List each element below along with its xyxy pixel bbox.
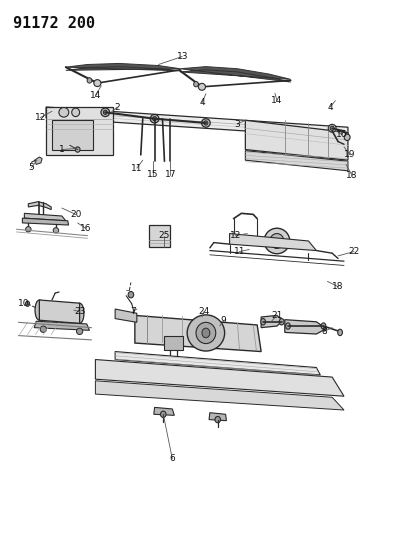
Ellipse shape bbox=[202, 119, 210, 127]
Ellipse shape bbox=[26, 227, 31, 232]
Text: 21: 21 bbox=[271, 311, 283, 320]
Polygon shape bbox=[154, 407, 174, 415]
Polygon shape bbox=[34, 321, 89, 330]
Ellipse shape bbox=[72, 108, 80, 117]
Polygon shape bbox=[261, 316, 283, 328]
Text: 4: 4 bbox=[199, 98, 205, 107]
Polygon shape bbox=[285, 320, 326, 334]
Text: 22: 22 bbox=[348, 247, 360, 256]
Ellipse shape bbox=[103, 110, 107, 115]
Text: 15: 15 bbox=[147, 170, 158, 179]
Text: 18: 18 bbox=[332, 282, 344, 291]
Ellipse shape bbox=[261, 319, 265, 325]
Polygon shape bbox=[209, 413, 227, 421]
Ellipse shape bbox=[270, 233, 284, 248]
Text: 1: 1 bbox=[59, 145, 65, 154]
Ellipse shape bbox=[328, 124, 336, 132]
Bar bbox=[164, 336, 183, 351]
Text: 4: 4 bbox=[327, 102, 333, 111]
Ellipse shape bbox=[75, 303, 84, 324]
Polygon shape bbox=[23, 218, 69, 225]
Text: 3: 3 bbox=[234, 119, 240, 128]
Text: 11: 11 bbox=[131, 164, 143, 173]
Text: 2: 2 bbox=[114, 102, 120, 111]
Text: 14: 14 bbox=[271, 96, 283, 105]
Ellipse shape bbox=[160, 411, 166, 417]
Ellipse shape bbox=[76, 328, 83, 335]
Ellipse shape bbox=[87, 78, 92, 83]
Polygon shape bbox=[95, 360, 344, 396]
Text: 14: 14 bbox=[90, 91, 101, 100]
Ellipse shape bbox=[26, 301, 29, 306]
Ellipse shape bbox=[152, 117, 156, 121]
Text: 9: 9 bbox=[221, 316, 227, 325]
Text: 16: 16 bbox=[80, 224, 91, 233]
Ellipse shape bbox=[128, 292, 134, 298]
Ellipse shape bbox=[94, 79, 101, 86]
Text: 11: 11 bbox=[234, 247, 245, 256]
Ellipse shape bbox=[286, 323, 290, 329]
Ellipse shape bbox=[344, 134, 350, 141]
Polygon shape bbox=[115, 352, 320, 375]
Text: 10: 10 bbox=[18, 299, 29, 308]
Ellipse shape bbox=[215, 416, 221, 423]
Bar bbox=[52, 120, 93, 150]
Polygon shape bbox=[230, 233, 316, 251]
Ellipse shape bbox=[101, 108, 110, 117]
Text: 6: 6 bbox=[169, 455, 175, 463]
Text: 7: 7 bbox=[130, 307, 136, 316]
Ellipse shape bbox=[194, 82, 198, 87]
Text: 12: 12 bbox=[230, 231, 241, 240]
Ellipse shape bbox=[321, 323, 326, 329]
Polygon shape bbox=[180, 67, 291, 82]
Text: 12: 12 bbox=[34, 113, 46, 122]
Ellipse shape bbox=[150, 115, 159, 123]
Ellipse shape bbox=[187, 315, 225, 351]
Text: 25: 25 bbox=[159, 231, 170, 240]
Ellipse shape bbox=[279, 319, 284, 325]
Polygon shape bbox=[46, 107, 348, 138]
Polygon shape bbox=[29, 201, 51, 209]
Ellipse shape bbox=[40, 326, 46, 333]
Ellipse shape bbox=[264, 228, 290, 254]
Ellipse shape bbox=[198, 83, 206, 90]
Ellipse shape bbox=[53, 228, 59, 233]
Text: 8: 8 bbox=[322, 327, 327, 336]
Text: 13: 13 bbox=[177, 52, 188, 61]
Polygon shape bbox=[246, 151, 348, 171]
Polygon shape bbox=[34, 157, 42, 165]
Text: 19: 19 bbox=[344, 150, 356, 159]
Text: 20: 20 bbox=[70, 210, 81, 219]
Text: 5: 5 bbox=[29, 163, 34, 172]
Ellipse shape bbox=[196, 322, 216, 344]
Ellipse shape bbox=[330, 126, 334, 131]
Ellipse shape bbox=[204, 121, 208, 125]
Text: 23: 23 bbox=[74, 307, 85, 316]
Text: 16: 16 bbox=[336, 130, 348, 139]
Polygon shape bbox=[46, 107, 113, 155]
Polygon shape bbox=[115, 309, 137, 322]
Polygon shape bbox=[135, 316, 261, 352]
Ellipse shape bbox=[75, 147, 80, 152]
Bar bbox=[148, 225, 170, 247]
Polygon shape bbox=[25, 213, 66, 221]
Text: 17: 17 bbox=[165, 170, 176, 179]
Polygon shape bbox=[95, 381, 344, 410]
Polygon shape bbox=[246, 120, 348, 160]
Polygon shape bbox=[39, 300, 80, 324]
Polygon shape bbox=[66, 63, 180, 71]
Text: 91172 200: 91172 200 bbox=[13, 15, 95, 30]
Ellipse shape bbox=[338, 329, 343, 336]
Ellipse shape bbox=[59, 108, 69, 117]
Text: 18: 18 bbox=[346, 171, 358, 180]
Ellipse shape bbox=[35, 300, 44, 320]
Text: 24: 24 bbox=[198, 307, 209, 316]
Ellipse shape bbox=[202, 328, 210, 338]
